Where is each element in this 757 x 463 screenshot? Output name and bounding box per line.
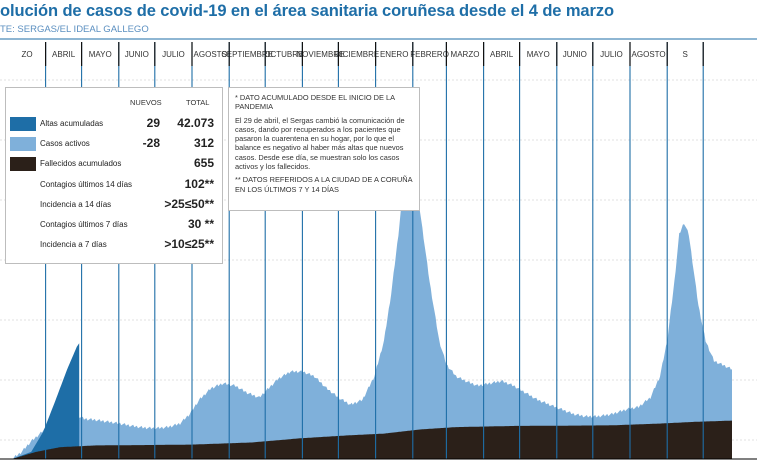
legend-box: NUEVOS TOTAL Altas acumuladas 29 42.073 … xyxy=(5,87,223,264)
legend-extra-label: Contagios últimos 7 días xyxy=(40,220,128,229)
legend-label-altas: Altas acumuladas xyxy=(40,119,104,128)
series-area xyxy=(12,343,80,459)
legend-extra-row: Incidencia a 7 días >10≤25** xyxy=(6,236,222,254)
month-label: ZO xyxy=(21,50,32,59)
legend-extra-label: Contagios últimos 14 días xyxy=(40,180,133,189)
legend-total-activos: 312 xyxy=(193,136,214,150)
month-label: JUNIO xyxy=(125,50,149,59)
notes-box: * DATO ACUMULADO DESDE EL INICIO DE LA P… xyxy=(228,87,420,211)
month-label: OCTUBRE xyxy=(264,50,303,59)
chart-title: olución de casos de covid-19 en el área … xyxy=(0,2,614,20)
legend-extra-value: >10≤25** xyxy=(164,237,214,251)
legend-total-fallecidos: 655 xyxy=(193,156,214,170)
month-label: DICIEMBRE xyxy=(335,50,379,59)
month-label: AGOSTO xyxy=(194,50,228,59)
legend-row-activos: Casos activos -28 312 xyxy=(6,135,222,153)
legend-extra-row: Incidencia a 14 días >25≤50** xyxy=(6,196,222,214)
legend-extra-value: 102** xyxy=(184,177,214,191)
month-label: MARZO xyxy=(451,50,480,59)
month-label: NOVIEMBRE xyxy=(296,50,344,59)
month-label: MAYO xyxy=(89,50,112,59)
month-label: SEPTIEMBRE xyxy=(221,50,273,59)
month-label: JULIO xyxy=(162,50,185,59)
month-label: JUNIO xyxy=(563,50,587,59)
source-label: TE: SERGAS/EL IDEAL GALLEGO xyxy=(0,24,149,35)
legend-nuevos-altas: 29 xyxy=(146,116,160,130)
legend-swatch-fallecidos xyxy=(10,157,36,171)
month-label: FEBRERO xyxy=(410,50,449,59)
month-label: S xyxy=(683,50,688,59)
legend-label-activos: Casos activos xyxy=(40,139,90,148)
legend-header-nuevos: NUEVOS xyxy=(130,98,162,107)
legend-extra-label: Incidencia a 7 días xyxy=(40,240,107,249)
month-label: ABRIL xyxy=(52,50,76,59)
note-datos-ciudad: ** DATOS REFERIDOS A LA CIUDAD DE A CORU… xyxy=(235,175,413,194)
legend-nuevos-activos: -28 xyxy=(142,136,160,150)
note-cambio-comunicacion: El 29 de abril, el Sergas cambió la comu… xyxy=(235,115,405,172)
legend-extra-row: Contagios últimos 7 días 30 ** xyxy=(6,216,222,234)
month-label: AGOSTO xyxy=(632,50,666,59)
legend-extra-value: >25≤50** xyxy=(164,197,214,211)
month-label: ENERO xyxy=(380,50,408,59)
legend-header-total: TOTAL xyxy=(186,98,210,107)
month-label: MAYO xyxy=(527,50,550,59)
legend-extra-row: Contagios últimos 14 días 102** xyxy=(6,176,222,194)
legend-extra-value: 30 ** xyxy=(187,217,214,231)
legend-swatch-altas xyxy=(10,117,36,131)
legend-total-altas: 42.073 xyxy=(177,116,214,130)
month-label: JULIO xyxy=(600,50,623,59)
legend-row-fallecidos: Fallecidos acumulados 655 xyxy=(6,155,222,173)
legend-extra-label: Incidencia a 14 días xyxy=(40,200,112,209)
note-total-pandemia: * DATO ACUMULADO DESDE EL INICIO DE LA P… xyxy=(235,93,395,112)
legend-label-fallecidos: Fallecidos acumulados xyxy=(40,159,122,168)
month-label: ABRIL xyxy=(490,50,514,59)
legend-swatch-activos xyxy=(10,137,36,151)
legend-row-altas: Altas acumuladas 29 42.073 xyxy=(6,115,222,133)
series-altas-acumuladas xyxy=(12,343,80,459)
